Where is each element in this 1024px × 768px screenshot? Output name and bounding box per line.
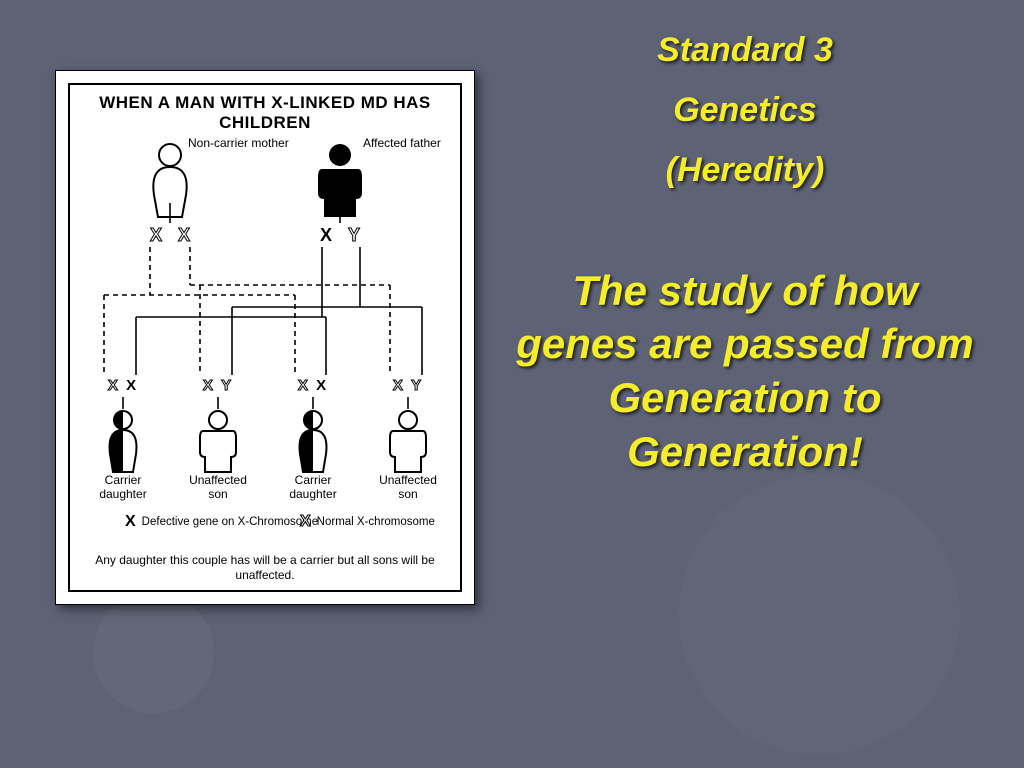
body-text: The study of how genes are passed from G… — [510, 264, 980, 479]
title-line-1: Standard 3 — [510, 28, 980, 74]
pedigree-svg — [70, 85, 464, 595]
slide: Standard 3 Genetics (Heredity) The study… — [0, 0, 1024, 768]
figure-c2 — [200, 411, 236, 472]
mother-lines — [104, 247, 390, 375]
title-line-3: (Heredity) — [510, 148, 980, 194]
text-column: Standard 3 Genetics (Heredity) The study… — [510, 28, 980, 479]
figure-c4 — [390, 411, 426, 472]
pedigree-panel: WHEN A MAN WITH X-LINKED MD HAS CHILDREN… — [55, 70, 475, 605]
figure-c1 — [110, 411, 137, 472]
panel-inner: WHEN A MAN WITH X-LINKED MD HAS CHILDREN… — [68, 83, 462, 592]
title-line-2: Genetics — [510, 88, 980, 134]
figure-c3 — [300, 411, 327, 472]
father-lines — [136, 247, 422, 375]
